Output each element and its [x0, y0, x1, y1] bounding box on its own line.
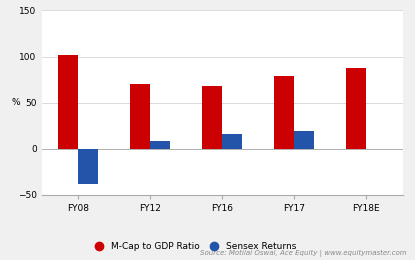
- Bar: [222, 134, 242, 149]
- Bar: [274, 76, 294, 149]
- Bar: [58, 55, 78, 149]
- Y-axis label: %: %: [12, 98, 21, 107]
- Bar: [202, 86, 222, 149]
- Bar: [150, 141, 170, 149]
- Bar: [78, 149, 98, 184]
- Bar: [130, 84, 150, 149]
- Bar: [346, 68, 366, 149]
- Bar: [294, 131, 314, 149]
- Text: Source: Motilal Oswal, Ace Equity | www.equitymaster.com: Source: Motilal Oswal, Ace Equity | www.…: [200, 250, 407, 257]
- Legend: M-Cap to GDP Ratio, Sensex Returns: M-Cap to GDP Ratio, Sensex Returns: [88, 240, 298, 253]
